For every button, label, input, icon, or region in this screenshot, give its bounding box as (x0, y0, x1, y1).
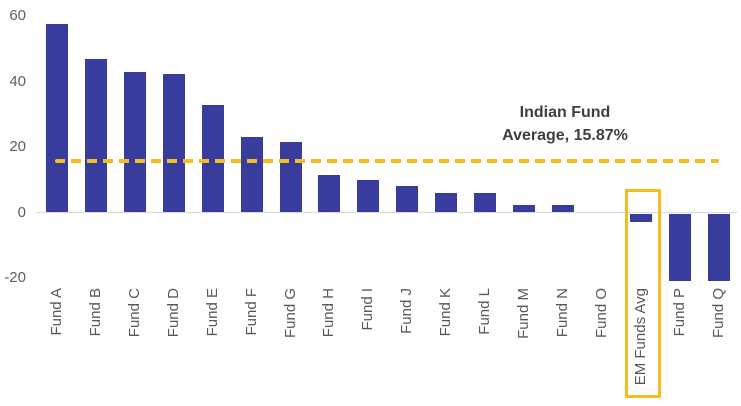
average-reference-dashed-line (55, 158, 719, 163)
bar-fund-k (435, 192, 458, 213)
x-label-fund-p: Fund P (670, 288, 688, 337)
bar-fund-q (707, 213, 730, 281)
x-label-em-funds-avg: EM Funds Avg (631, 288, 649, 386)
em-funds-avg-highlight-box (625, 189, 661, 398)
bar-fund-d (162, 73, 185, 213)
y-tick--20: -20 (4, 268, 26, 286)
x-label-fund-e: Fund E (203, 288, 221, 337)
bar-fund-m (513, 204, 536, 213)
zero-axis-line (36, 212, 737, 213)
x-label-fund-g: Fund G (281, 288, 299, 339)
bar-fund-p (668, 213, 691, 281)
x-label-fund-l: Fund L (476, 288, 494, 335)
x-label-fund-k: Fund K (437, 288, 455, 337)
x-label-fund-c: Fund C (125, 288, 143, 338)
bar-fund-g (279, 142, 302, 213)
x-label-fund-o: Fund O (592, 288, 610, 339)
x-label-fund-q: Fund Q (709, 288, 727, 339)
annotation-line-2: Average, 15.87% (502, 127, 628, 144)
x-label-fund-m: Fund M (515, 288, 533, 339)
y-tick-0: 0 (17, 203, 26, 221)
bar-fund-n (551, 204, 574, 213)
x-label-fund-h: Fund H (320, 288, 338, 338)
x-label-fund-f: Fund F (242, 288, 260, 336)
x-label-fund-b: Fund B (86, 288, 104, 337)
bar-fund-l (474, 192, 497, 213)
bar-fund-i (357, 179, 380, 213)
bar-fund-f (240, 137, 263, 213)
bar-fund-c (123, 71, 146, 213)
bar-fund-e (201, 104, 224, 213)
x-label-fund-d: Fund D (164, 288, 182, 338)
reference-line-annotation: Indian Fund Average, 15.87% (455, 101, 675, 147)
y-tick-60: 60 (9, 7, 26, 25)
bar-fund-a (46, 24, 68, 213)
y-tick-20: 20 (9, 138, 26, 156)
x-label-fund-j: Fund J (398, 288, 416, 334)
x-label-fund-n: Fund N (553, 288, 571, 338)
y-tick-40: 40 (9, 72, 26, 90)
bar-em-funds-avg (629, 213, 652, 222)
x-label-fund-i: Fund I (359, 288, 377, 331)
bar-fund-b (84, 58, 107, 213)
bar-fund-j (396, 186, 419, 213)
bar-fund-h (318, 174, 341, 213)
annotation-line-1: Indian Fund (519, 104, 611, 121)
x-label-fund-a: Fund A (48, 288, 65, 336)
